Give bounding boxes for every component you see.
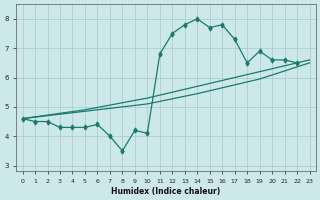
X-axis label: Humidex (Indice chaleur): Humidex (Indice chaleur) [111, 187, 221, 196]
